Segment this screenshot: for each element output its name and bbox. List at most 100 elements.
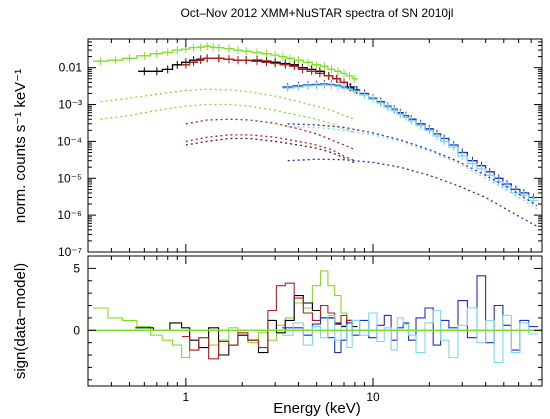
- x-tick-label: 10: [366, 390, 380, 404]
- y-tick-label: 5: [73, 261, 80, 275]
- data-point: [190, 58, 197, 67]
- data-point: [417, 121, 424, 130]
- data-point: [272, 51, 279, 60]
- residual-series-2: [182, 282, 353, 360]
- data-point: [295, 83, 302, 91]
- data-point: [426, 126, 433, 135]
- data-point: [384, 103, 391, 112]
- data-point: [182, 60, 189, 69]
- y-axis-title-spectrum: norm. counts s⁻¹ keV⁻¹: [12, 69, 29, 223]
- y-tick-label: 10⁻⁵: [57, 171, 82, 185]
- data-point: [272, 59, 279, 68]
- data-point: [286, 54, 293, 63]
- data-point: [164, 48, 171, 57]
- data-point: [328, 81, 335, 90]
- data-point: [282, 60, 289, 69]
- data-point: [377, 99, 384, 107]
- y-tick-label: 10⁻⁶: [57, 208, 82, 222]
- data-point: [530, 196, 537, 205]
- data-point: [225, 55, 232, 64]
- data-point: [243, 47, 250, 56]
- data-point: [313, 81, 320, 90]
- data-point: [397, 110, 404, 119]
- data-point: [279, 52, 286, 61]
- y-tick-label: 0: [73, 323, 80, 337]
- y-axis-title-residual: sign(data−model): [12, 263, 29, 379]
- model-component-10: [287, 123, 538, 207]
- model-component-6: [100, 103, 356, 134]
- data-point: [434, 132, 441, 141]
- data-point: [459, 152, 466, 161]
- data-point: [313, 60, 320, 69]
- data-point: [402, 113, 409, 122]
- data-point: [291, 62, 298, 71]
- data-point: [243, 56, 250, 65]
- data-point: [351, 74, 358, 83]
- data-point: [316, 69, 323, 78]
- model-component-5: [100, 88, 356, 120]
- data-point: [469, 159, 476, 168]
- data-point: [141, 67, 148, 76]
- data-point: [391, 106, 398, 115]
- data-point: [263, 49, 270, 58]
- data-point: [346, 85, 353, 94]
- data-point: [153, 49, 160, 58]
- y-tick-label: 10⁻⁴: [57, 134, 82, 148]
- data-point: [308, 67, 315, 76]
- data-point: [263, 58, 270, 67]
- model-component-9: [185, 137, 356, 164]
- data-point: [321, 81, 328, 89]
- model-component-7: [185, 118, 356, 151]
- residual-frame: [87, 255, 543, 387]
- data-point: [174, 46, 181, 55]
- residual-series-4: [282, 307, 539, 364]
- data-point: [361, 91, 368, 100]
- data-point: [197, 56, 204, 65]
- model-step-0: [93, 45, 358, 80]
- data-point: [295, 56, 302, 65]
- model-step-2: [182, 57, 348, 84]
- data-point: [153, 67, 160, 76]
- data-point: [210, 43, 217, 52]
- model-component-8: [185, 134, 356, 162]
- data-point: [305, 81, 312, 90]
- data-point: [341, 84, 348, 93]
- y-tick-label: 0.01: [59, 61, 83, 75]
- data-point: [284, 84, 291, 93]
- residual-series-1: [135, 295, 358, 356]
- data-point: [325, 71, 332, 80]
- residual-series-0: [93, 270, 353, 359]
- data-point: [299, 65, 306, 74]
- model-step-4: [282, 84, 539, 202]
- data-point: [97, 57, 104, 66]
- chart-title: Oct–Nov 2012 XMM+NuSTAR spectra of SN 20…: [181, 6, 454, 20]
- data-point: [334, 67, 341, 76]
- spectrum-frame: [87, 38, 543, 253]
- data-point: [334, 82, 341, 91]
- model-step-3: [282, 83, 539, 199]
- residual-panel: [88, 270, 542, 364]
- data-point: [225, 44, 232, 53]
- x-tick-label: 1: [183, 390, 190, 404]
- data-point: [204, 42, 211, 51]
- y-tick-label: 10⁻⁷: [58, 245, 82, 259]
- y-tick-label: 10⁻³: [58, 98, 82, 112]
- data-point: [164, 65, 171, 74]
- data-point: [478, 164, 485, 173]
- data-point: [112, 56, 119, 65]
- data-point: [215, 43, 222, 52]
- data-point: [204, 54, 211, 63]
- data-point: [328, 65, 335, 74]
- axis-ticks: 1 10 0.01 10⁻³ 10⁻⁴ 10⁻⁵ 10⁻⁶ 10⁻⁷ 5 0: [57, 38, 543, 404]
- data-point: [333, 74, 340, 83]
- data-point: [341, 69, 348, 78]
- data-point: [190, 43, 197, 52]
- model-component-11: [287, 158, 538, 227]
- data-point: [126, 54, 133, 63]
- data-point: [369, 95, 376, 104]
- data-point: [215, 54, 222, 63]
- data-point: [408, 116, 415, 125]
- data-point: [254, 48, 261, 57]
- data-point: [235, 56, 242, 65]
